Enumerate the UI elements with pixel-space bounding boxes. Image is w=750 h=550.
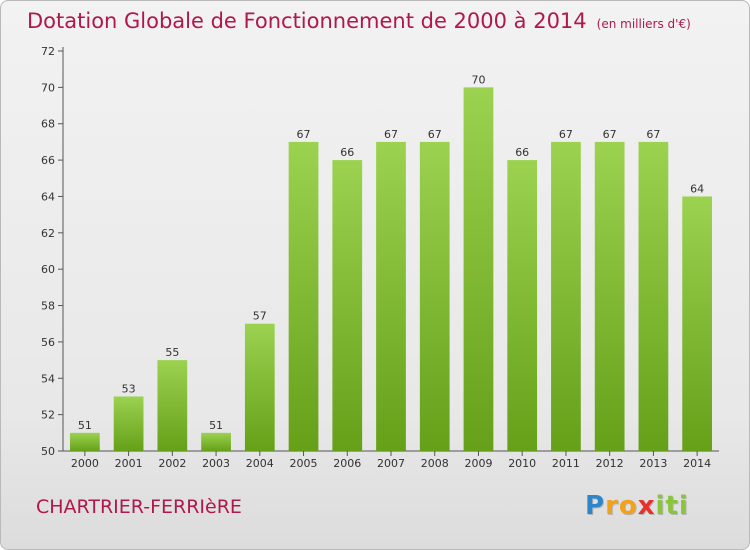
logo-letter: t: [665, 491, 679, 521]
x-tick-label: 2014: [683, 457, 711, 470]
y-tick-label: 68: [41, 118, 55, 131]
y-tick-label: 52: [41, 409, 55, 422]
x-tick-label: 2012: [596, 457, 624, 470]
bar: [201, 432, 231, 451]
bar: [332, 160, 363, 451]
logo-letter: i: [678, 491, 689, 521]
x-tick-label: 2005: [290, 457, 318, 470]
bar-value-label: 67: [559, 128, 573, 141]
x-tick-label: 2011: [552, 457, 580, 470]
x-tick-label: 2013: [639, 457, 667, 470]
x-tick-label: 2002: [158, 457, 186, 470]
bar: [376, 141, 406, 451]
logo-letter: i: [655, 491, 666, 521]
bar-value-label: 67: [297, 128, 311, 141]
location-name: CHARTRIER-FERRIèRE: [36, 496, 242, 518]
bar: [69, 432, 100, 451]
x-tick-label: 2000: [71, 457, 99, 470]
x-tick-label: 2003: [202, 457, 230, 470]
chart-title: Dotation Globale de Fonctionnement de 20…: [27, 6, 691, 39]
x-tick-label: 2008: [421, 457, 449, 470]
bar-value-label: 53: [122, 382, 136, 395]
logo-letter: P: [585, 491, 606, 521]
bar-value-label: 55: [165, 346, 179, 359]
bar: [288, 141, 319, 451]
bar-value-label: 66: [340, 146, 354, 159]
y-tick-label: 54: [41, 372, 55, 385]
bar: [113, 396, 144, 451]
bar-value-label: 70: [471, 73, 485, 86]
bar: [638, 141, 669, 451]
x-tick-label: 2006: [333, 457, 361, 470]
x-tick-label: 2007: [377, 457, 405, 470]
bar-value-label: 51: [78, 419, 92, 432]
bar: [157, 360, 188, 451]
y-tick-label: 60: [41, 263, 55, 276]
y-tick-label: 64: [41, 190, 55, 203]
logo-letter: x: [637, 491, 656, 521]
x-tick-label: 2010: [508, 457, 536, 470]
logo-letter: r: [605, 491, 619, 521]
bar-value-label: 67: [646, 128, 660, 141]
bar: [463, 87, 494, 451]
logo-letter: o: [618, 491, 638, 521]
bar: [682, 196, 713, 451]
y-tick-label: 50: [41, 445, 55, 458]
bar: [244, 323, 275, 451]
chart-unit: (en milliers d'€): [596, 17, 691, 31]
y-tick-label: 72: [41, 45, 55, 58]
chart-title-text: Dotation Globale de Fonctionnement de 20…: [27, 9, 587, 33]
y-tick-label: 58: [41, 300, 55, 313]
bar-value-label: 57: [253, 310, 267, 323]
y-tick-label: 66: [41, 154, 55, 167]
bar-value-label: 67: [384, 128, 398, 141]
bar-value-label: 64: [690, 182, 704, 195]
bar-value-label: 51: [209, 419, 223, 432]
y-tick-label: 70: [41, 81, 55, 94]
y-tick-label: 62: [41, 227, 55, 240]
proxiti-logo[interactable]: Proxiti: [585, 490, 689, 522]
bar: [594, 141, 625, 451]
y-tick-label: 56: [41, 336, 55, 349]
x-tick-label: 2004: [246, 457, 274, 470]
x-tick-label: 2009: [464, 457, 492, 470]
bar: [419, 141, 450, 451]
bar-value-label: 67: [603, 128, 617, 141]
bar: [551, 141, 581, 451]
bar-value-label: 67: [428, 128, 442, 141]
bar-value-label: 66: [515, 146, 529, 159]
bar: [507, 160, 538, 451]
x-tick-label: 2001: [115, 457, 143, 470]
